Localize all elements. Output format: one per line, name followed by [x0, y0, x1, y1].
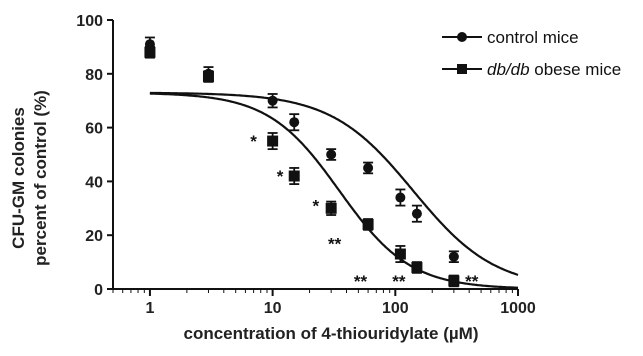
significance-mark: * [313, 197, 320, 216]
y-tick-label: 60 [85, 121, 103, 138]
significance-mark: ** [392, 272, 406, 291]
data-points [144, 36, 460, 288]
legend-label-dbdb-italic: db/db [487, 60, 530, 79]
legend-label-dbdb-rest: obese mice [530, 60, 622, 79]
significance-mark: ** [328, 234, 342, 253]
point-square [411, 261, 423, 273]
point-circle [363, 162, 374, 173]
axes: 0 20 40 60 80 100 1 10 100 1000 [76, 13, 536, 317]
point-square [202, 70, 214, 82]
point-circle [448, 251, 459, 262]
significance-mark: ** [354, 272, 368, 291]
significance-annotations: ******* ** ** [250, 132, 478, 291]
y-tick-label: 100 [76, 13, 103, 30]
legend-item-control: control mice [442, 28, 579, 47]
y-tick-label: 80 [85, 67, 103, 84]
x-tick-label: 1000 [500, 300, 536, 317]
x-tick-label: 10 [264, 300, 282, 317]
legend-marker-circle [457, 32, 467, 42]
point-circle [411, 208, 422, 219]
x-tick-label: 1 [145, 300, 154, 317]
point-square [325, 202, 337, 214]
fit-curve-series-0 [149, 91, 519, 276]
significance-mark: ** [465, 272, 479, 291]
point-square [267, 135, 279, 147]
y-tick-label: 40 [85, 174, 103, 191]
fit-curve-series-1 [149, 92, 518, 289]
significance-mark: * [277, 167, 284, 186]
y-axis-label-line-2: percent of control (%) [31, 90, 50, 266]
point-square [288, 170, 300, 182]
fit-curves [149, 91, 519, 289]
y-tick-label: 20 [85, 228, 103, 245]
legend-label-dbdb: db/db obese mice [487, 60, 621, 79]
significance-mark: * [250, 132, 257, 151]
legend-item-dbdb: db/db obese mice [442, 60, 621, 79]
legend: control mice db/db obese mice [442, 28, 621, 79]
legend-marker-square [457, 64, 467, 74]
point-square [144, 46, 156, 58]
legend-label-control: control mice [487, 28, 579, 47]
x-axis-label: concentration of 4-thiouridylate (µM) [183, 324, 478, 343]
y-tick-label: 0 [94, 282, 103, 299]
point-square [362, 218, 374, 230]
point-circle [289, 117, 300, 128]
x-tick-label: 100 [382, 300, 409, 317]
point-square [394, 248, 406, 260]
point-circle [267, 95, 278, 106]
y-axis-label-line-1: CFU-GM colonies [9, 107, 28, 249]
point-square [448, 275, 460, 287]
point-circle [395, 192, 406, 203]
point-circle [326, 149, 337, 160]
